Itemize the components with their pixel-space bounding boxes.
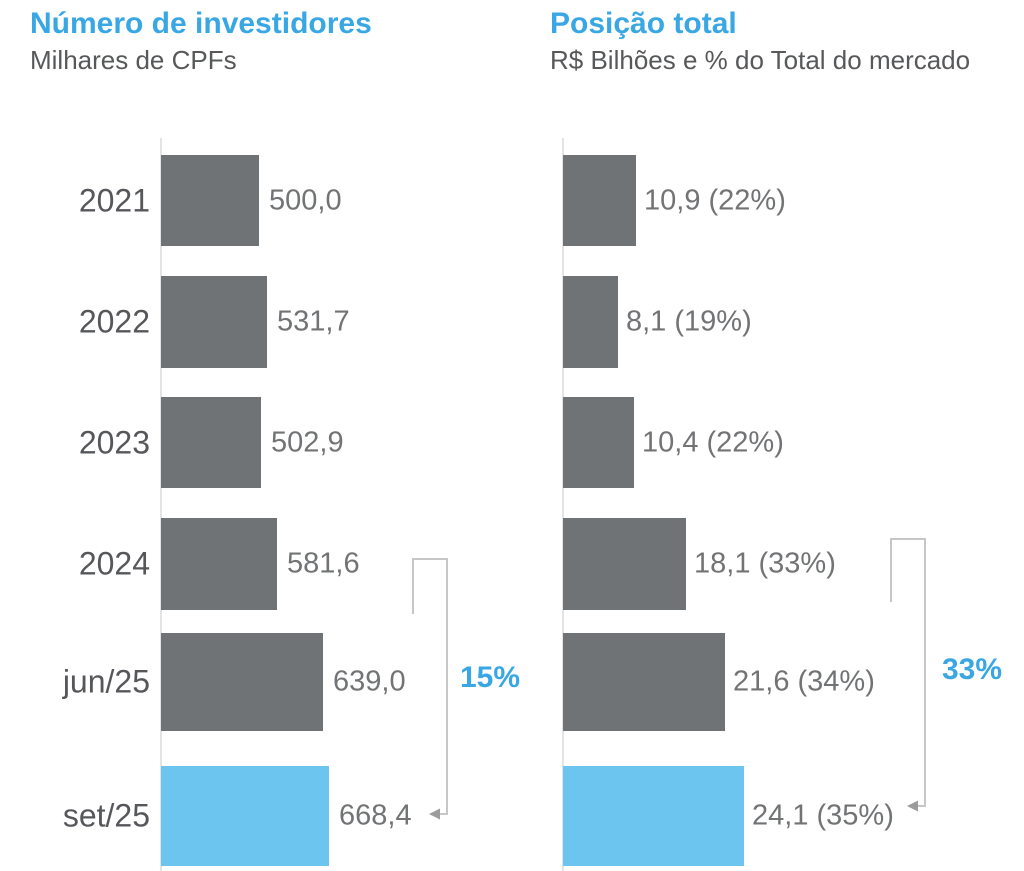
value-label: 10,9 (22%) <box>644 184 786 216</box>
chart-total-position: Posição total R$ Bilhões e % do Total do… <box>512 0 1024 871</box>
bar <box>563 276 618 368</box>
bar-row: 21,6 (34%) <box>512 633 1024 731</box>
value-label: 531,7 <box>277 305 350 338</box>
growth-label-investors: 15% <box>460 661 521 694</box>
category-label: 2022 <box>78 303 150 340</box>
bar <box>563 518 686 610</box>
axis-baseline <box>160 138 162 871</box>
bar-highlighted <box>563 766 744 866</box>
chart-subtitle-investors: Milhares de CPFs <box>30 45 237 75</box>
bar-row: 18,1 (33%) <box>512 518 1024 610</box>
chart-number-of-investors: Número de investidores Milhares de CPFs … <box>0 7 520 871</box>
value-label: 21,6 (34%) <box>733 665 875 698</box>
bar-row: 2021 500,0 <box>0 155 512 246</box>
bar <box>161 276 267 368</box>
bar <box>161 397 261 488</box>
bar-row: 8,1 (19%) <box>512 276 1024 368</box>
bars-area: 10,9 (22%) 8,1 (19%) 10,4 (22%) 18,1 (33%) 2… <box>512 0 1024 871</box>
growth-label-position: 33% <box>942 653 1003 686</box>
bar <box>161 633 323 731</box>
bar <box>563 633 725 731</box>
category-label: 2021 <box>78 182 150 218</box>
bar-row: 2022 531,7 <box>0 276 512 368</box>
bar-row: jun/25 639,0 <box>0 633 512 731</box>
bar-row: 10,9 (22%) <box>512 155 1024 246</box>
value-label: 24,1 (35%) <box>752 799 894 832</box>
bar <box>161 155 259 246</box>
value-label: 10,4 (22%) <box>642 426 784 458</box>
bars-area: 2021 500,0 2022 531,7 2023 502,9 2024 581,6 jun/… <box>0 155 512 866</box>
category-label: jun/25 <box>62 663 150 700</box>
value-label: 500,0 <box>269 184 342 216</box>
value-label: 18,1 (33%) <box>694 547 836 580</box>
value-label: 502,9 <box>271 426 344 458</box>
bar-row: set/25 668,4 <box>0 766 512 866</box>
bar-highlighted <box>161 766 329 866</box>
bar <box>563 397 634 488</box>
bar-row: 2024 581,6 <box>0 518 512 610</box>
bar-row: 24,1 (35%) <box>512 766 1024 866</box>
value-label: 639,0 <box>333 665 406 698</box>
category-label: 2024 <box>78 545 150 582</box>
bar <box>563 155 636 246</box>
value-label: 668,4 <box>339 799 412 832</box>
chart-title-position: Posição total <box>550 7 737 40</box>
chart-subtitle-position: R$ Bilhões e % do Total do mercado <box>550 45 971 75</box>
chart-title-investors: Número de investidores <box>30 7 372 40</box>
category-label: 2023 <box>78 424 150 460</box>
value-label: 8,1 (19%) <box>626 305 752 338</box>
bar-row: 10,4 (22%) <box>512 397 1024 488</box>
value-label: 581,6 <box>287 547 360 580</box>
axis-baseline <box>562 138 564 871</box>
category-label: set/25 <box>62 797 150 834</box>
bar <box>161 518 277 610</box>
bar-row: 2023 502,9 <box>0 397 512 488</box>
